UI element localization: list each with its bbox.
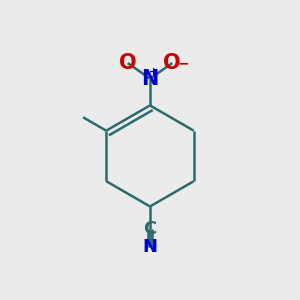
Text: −: −	[178, 56, 189, 70]
Text: N: N	[141, 69, 159, 89]
Text: N: N	[142, 238, 158, 256]
Text: +: +	[149, 67, 158, 77]
Text: O: O	[119, 53, 136, 73]
Text: C: C	[143, 220, 157, 238]
Text: O: O	[164, 53, 181, 73]
